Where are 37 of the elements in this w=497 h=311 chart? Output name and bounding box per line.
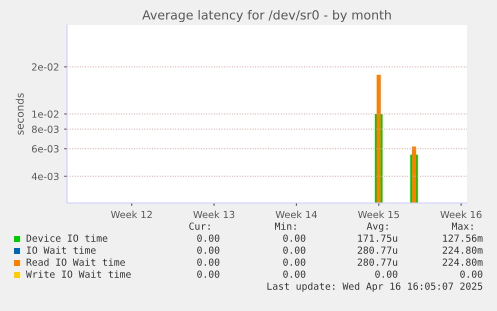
text: 0.00 (283, 258, 306, 266)
y-tick-label: 2e-02 (32, 63, 58, 71)
text: 0.00 (197, 258, 220, 266)
text: 171.75u (358, 234, 398, 242)
text: Avg: (366, 222, 388, 232)
text: 0.00 (283, 246, 306, 254)
y-tick-label: 4e-03 (32, 172, 59, 180)
text: Last update: Wed Apr 16 16:05:07 2025 (267, 282, 482, 292)
legend-label: IO Wait time (26, 246, 96, 254)
y-tick-label: 6e-03 (32, 145, 59, 153)
text: Cur: (189, 222, 210, 230)
legend-label: Device IO time (26, 234, 108, 242)
text: 0.00 (197, 270, 220, 278)
text: 0.00 (283, 270, 306, 278)
y-tick-label: 8e-03 (32, 126, 59, 133)
legend-label: Read IO Wait time (26, 258, 125, 266)
text: 280.77u (358, 246, 398, 254)
x-tick-label: Week 13 (193, 210, 234, 218)
text: 0.00 (460, 270, 482, 278)
x-tick-label: Week 12 (110, 210, 152, 218)
text: 224.80m (442, 246, 483, 254)
x-tick-label: Week 15 (358, 210, 399, 218)
x-tick-label: Week 14 (276, 210, 317, 218)
chart-title: Average latency for /dev/sr0 - by month (142, 10, 391, 22)
text: 280.77u (358, 258, 398, 266)
y-axis-title: seconds (16, 93, 24, 135)
text: 0.00 (283, 234, 306, 242)
text: 127.56m (443, 234, 483, 242)
text: 224.80m (442, 258, 483, 266)
text: 0.00 (197, 246, 220, 254)
legend-label: Write IO Wait time (26, 270, 131, 278)
text: 0.00 (197, 234, 220, 242)
y-tick-label: 1e-02 (32, 110, 58, 118)
text: 0.00 (375, 270, 398, 278)
x-tick-label: Week 16 (440, 210, 482, 218)
text: Min: (274, 222, 296, 230)
text: Max: (452, 222, 473, 230)
